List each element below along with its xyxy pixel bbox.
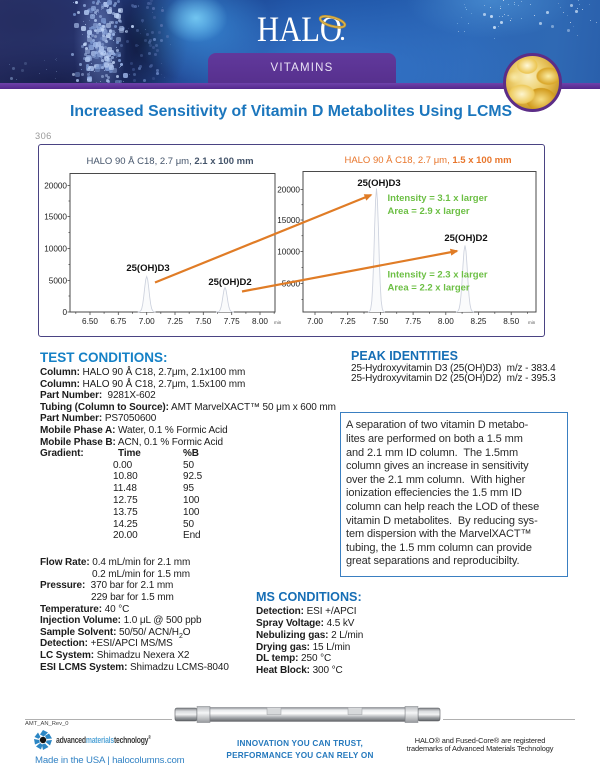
svg-text:7.00: 7.00 (307, 317, 323, 326)
svg-text:10000: 10000 (44, 245, 67, 254)
svg-text:7.75: 7.75 (405, 317, 421, 326)
svg-text:Intensity = 2.3 x larger: Intensity = 2.3 x larger (388, 270, 488, 281)
svg-text:HALO: HALO (257, 9, 342, 49)
svg-text:5000: 5000 (282, 280, 301, 289)
svg-text:15000: 15000 (277, 216, 300, 225)
svg-text:7.25: 7.25 (340, 317, 356, 326)
svg-text:7.00: 7.00 (139, 317, 155, 326)
svg-text:25(OH)D2: 25(OH)D2 (444, 233, 487, 244)
svg-text:8.50: 8.50 (503, 317, 519, 326)
svg-text:7.50: 7.50 (372, 317, 388, 326)
svg-text:Intensity = 3.1 x larger: Intensity = 3.1 x larger (388, 193, 488, 204)
svg-text:Area = 2.9 x larger: Area = 2.9 x larger (388, 206, 470, 217)
svg-text:10000: 10000 (277, 248, 300, 257)
svg-text:7.50: 7.50 (195, 317, 211, 326)
svg-text:7.25: 7.25 (167, 317, 183, 326)
svg-text:5000: 5000 (49, 277, 68, 286)
svg-text:0: 0 (62, 308, 67, 317)
svg-text:7.75: 7.75 (224, 317, 240, 326)
svg-text:8.00: 8.00 (252, 317, 268, 326)
svg-text:15000: 15000 (44, 213, 67, 222)
svg-text:Area = 2.2 x larger: Area = 2.2 x larger (388, 283, 470, 294)
svg-text:8.00: 8.00 (438, 317, 454, 326)
svg-text:25(OH)D2: 25(OH)D2 (208, 277, 251, 288)
svg-text:25(OH)D3: 25(OH)D3 (126, 263, 169, 274)
svg-text:6.50: 6.50 (82, 317, 98, 326)
svg-text:6.75: 6.75 (110, 317, 126, 326)
svg-text:HALO 90 Å C18, 2.7 μm, 2.1 x 1: HALO 90 Å C18, 2.7 μm, 2.1 x 100 mm (86, 156, 253, 167)
svg-text:25(OH)D3: 25(OH)D3 (357, 178, 400, 189)
svg-text:HALO 90 Å C18, 2.7 μm, 1.5 x 1: HALO 90 Å C18, 2.7 μm, 1.5 x 100 mm (344, 155, 511, 166)
svg-text:20000: 20000 (44, 182, 67, 191)
svg-text:8.25: 8.25 (471, 317, 487, 326)
svg-text:20000: 20000 (277, 186, 300, 195)
svg-text:min: min (528, 320, 536, 325)
svg-text:min: min (274, 320, 282, 325)
